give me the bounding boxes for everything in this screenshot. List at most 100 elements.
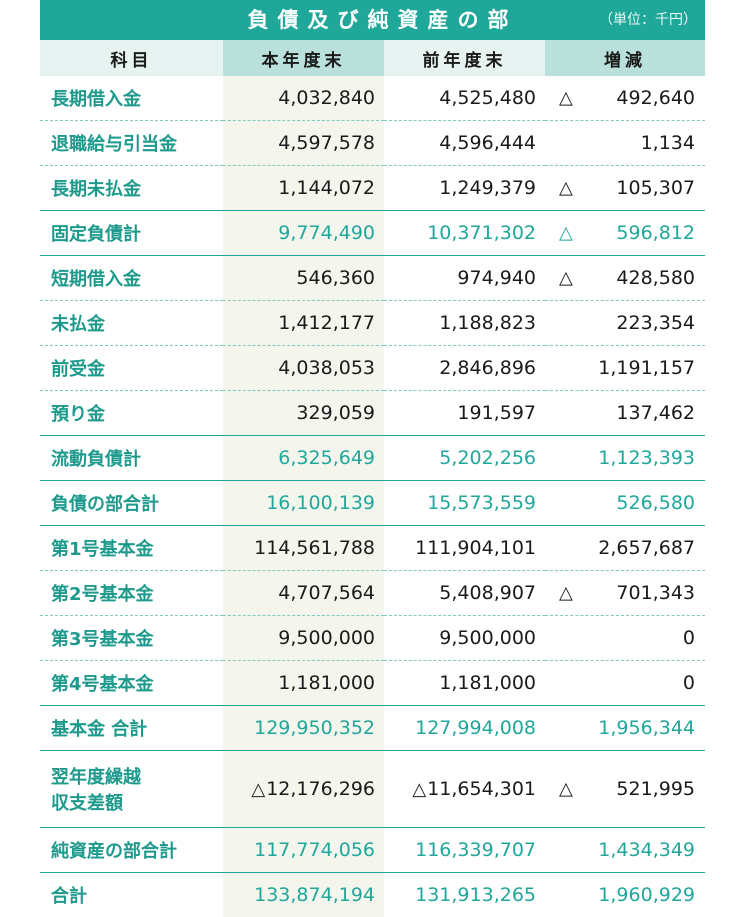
row-prior: 116,339,707 [384, 828, 545, 873]
row-prior-value: 974,940 [457, 267, 536, 289]
row-change: 2,657,687 [545, 526, 705, 571]
row-current-value: 4,707,564 [278, 582, 375, 604]
row-change: 1,956,344 [545, 706, 705, 751]
row-subject: 流動負債計 [40, 436, 223, 481]
row-prior-value: 9,500,000 [439, 627, 536, 649]
row-change-value: 223,354 [616, 312, 695, 334]
row-prior-value: 1,249,379 [439, 177, 536, 199]
row-prior-value: 4,525,480 [439, 87, 536, 109]
row-change: 0 [545, 661, 705, 706]
row-change-value: 428,580 [616, 267, 695, 289]
negative-triangle-icon: △ [559, 178, 573, 199]
row-prior: 5,202,256 [384, 436, 545, 481]
row-prior-value: 4,596,444 [439, 132, 536, 154]
row-change: △ 105,307 [545, 166, 705, 211]
row-change-value: 1,134 [641, 132, 695, 154]
row-change-value: 1,956,344 [598, 717, 695, 739]
row-subject-line: 翌年度繰越 [51, 763, 223, 789]
row-change: △596,812 [545, 211, 705, 256]
row-prior-value: 131,913,265 [415, 884, 536, 906]
row-prior: 2,846,896 [384, 346, 545, 391]
row-subject: 合計 [40, 873, 223, 917]
row-subject: 第2号基本金 [40, 571, 223, 616]
row-current-value: 4,038,053 [278, 357, 375, 379]
row-current: 329,059 [223, 391, 384, 436]
row-prior: 4,596,444 [384, 121, 545, 166]
row-prior: 9,500,000 [384, 616, 545, 661]
row-change: △492,640 [545, 76, 705, 121]
row-prior-value: 116,339,707 [415, 839, 536, 861]
column-header-subject: 科目 [40, 40, 223, 76]
row-prior: 1,249,379 [384, 166, 545, 211]
row-subject: 基本金 合計 [40, 706, 223, 751]
row-change-value: 0 [683, 672, 695, 694]
row-current-value: 129,950,352 [254, 717, 375, 739]
row-prior: 10,371,302 [384, 211, 545, 256]
row-prior: 5,408,907 [384, 571, 545, 616]
row-current: 1,412,177 [223, 301, 384, 346]
row-subject: 長期未払金 [40, 166, 223, 211]
row-current: 6,325,649 [223, 436, 384, 481]
negative-triangle-icon: △ [559, 268, 573, 289]
row-prior-value: 5,408,907 [439, 582, 536, 604]
section-title-bar: 負債及び純資産の部 （単位：千円） [40, 0, 705, 40]
unit-label: （単位：千円） [599, 0, 697, 40]
row-current: 16,100,139 [223, 481, 384, 526]
row-current: 117,774,056 [223, 828, 384, 873]
row-change: △ 428,580 [545, 256, 705, 301]
row-prior: 974,940 [384, 256, 545, 301]
row-current: 9,500,000 [223, 616, 384, 661]
row-change: 1,191,157 [545, 346, 705, 391]
row-change-value: 0 [683, 627, 695, 649]
row-change-value: 1,434,349 [598, 839, 695, 861]
row-current-value: 9,774,490 [278, 222, 375, 244]
row-change: 223,354 [545, 301, 705, 346]
row-current: 129,950,352 [223, 706, 384, 751]
row-prior-value: 191,597 [457, 402, 536, 424]
negative-triangle-icon: △ [559, 88, 573, 109]
row-change: △701,343 [545, 571, 705, 616]
row-prior-value: 5,202,256 [439, 447, 536, 469]
negative-triangle-icon: △ [559, 779, 573, 800]
row-subject: 負債の部合計 [40, 481, 223, 526]
row-subject: 短期借入金 [40, 256, 223, 301]
row-change: 0 [545, 616, 705, 661]
row-change: 1,434,349 [545, 828, 705, 873]
row-subject: 未払金 [40, 301, 223, 346]
row-current-value: 12,176,296 [266, 778, 375, 800]
row-change: 1,960,929 [545, 873, 705, 917]
row-prior-value: 111,904,101 [415, 537, 536, 559]
row-change-value: 526,580 [616, 492, 695, 514]
negative-triangle-icon: △ [559, 583, 573, 604]
row-prior: △11,654,301 [384, 751, 545, 828]
row-prior: 111,904,101 [384, 526, 545, 571]
row-current: 4,707,564 [223, 571, 384, 616]
row-prior-value: 127,994,008 [415, 717, 536, 739]
table-row: 第2号基本金 4,707,564 5,408,907 △701,343 [40, 571, 705, 616]
row-subject: 退職給与引当金 [40, 121, 223, 166]
row-current-value: 4,597,578 [278, 132, 375, 154]
row-current: 9,774,490 [223, 211, 384, 256]
row-change-value: 105,307 [616, 177, 695, 199]
row-prior-value: 10,371,302 [427, 222, 536, 244]
row-current-value: 1,181,000 [278, 672, 375, 694]
row-current-value: 1,144,072 [278, 177, 375, 199]
row-current-value: 117,774,056 [254, 839, 375, 861]
row-subject: 前受金 [40, 346, 223, 391]
table-row: 退職給与引当金 4,597,578 4,596,444 1,134 [40, 121, 705, 166]
row-prior: 15,573,559 [384, 481, 545, 526]
row-prior: 1,181,000 [384, 661, 545, 706]
table-row: 長期未払金 1,144,072 1,249,379 △ 105,307 [40, 166, 705, 211]
